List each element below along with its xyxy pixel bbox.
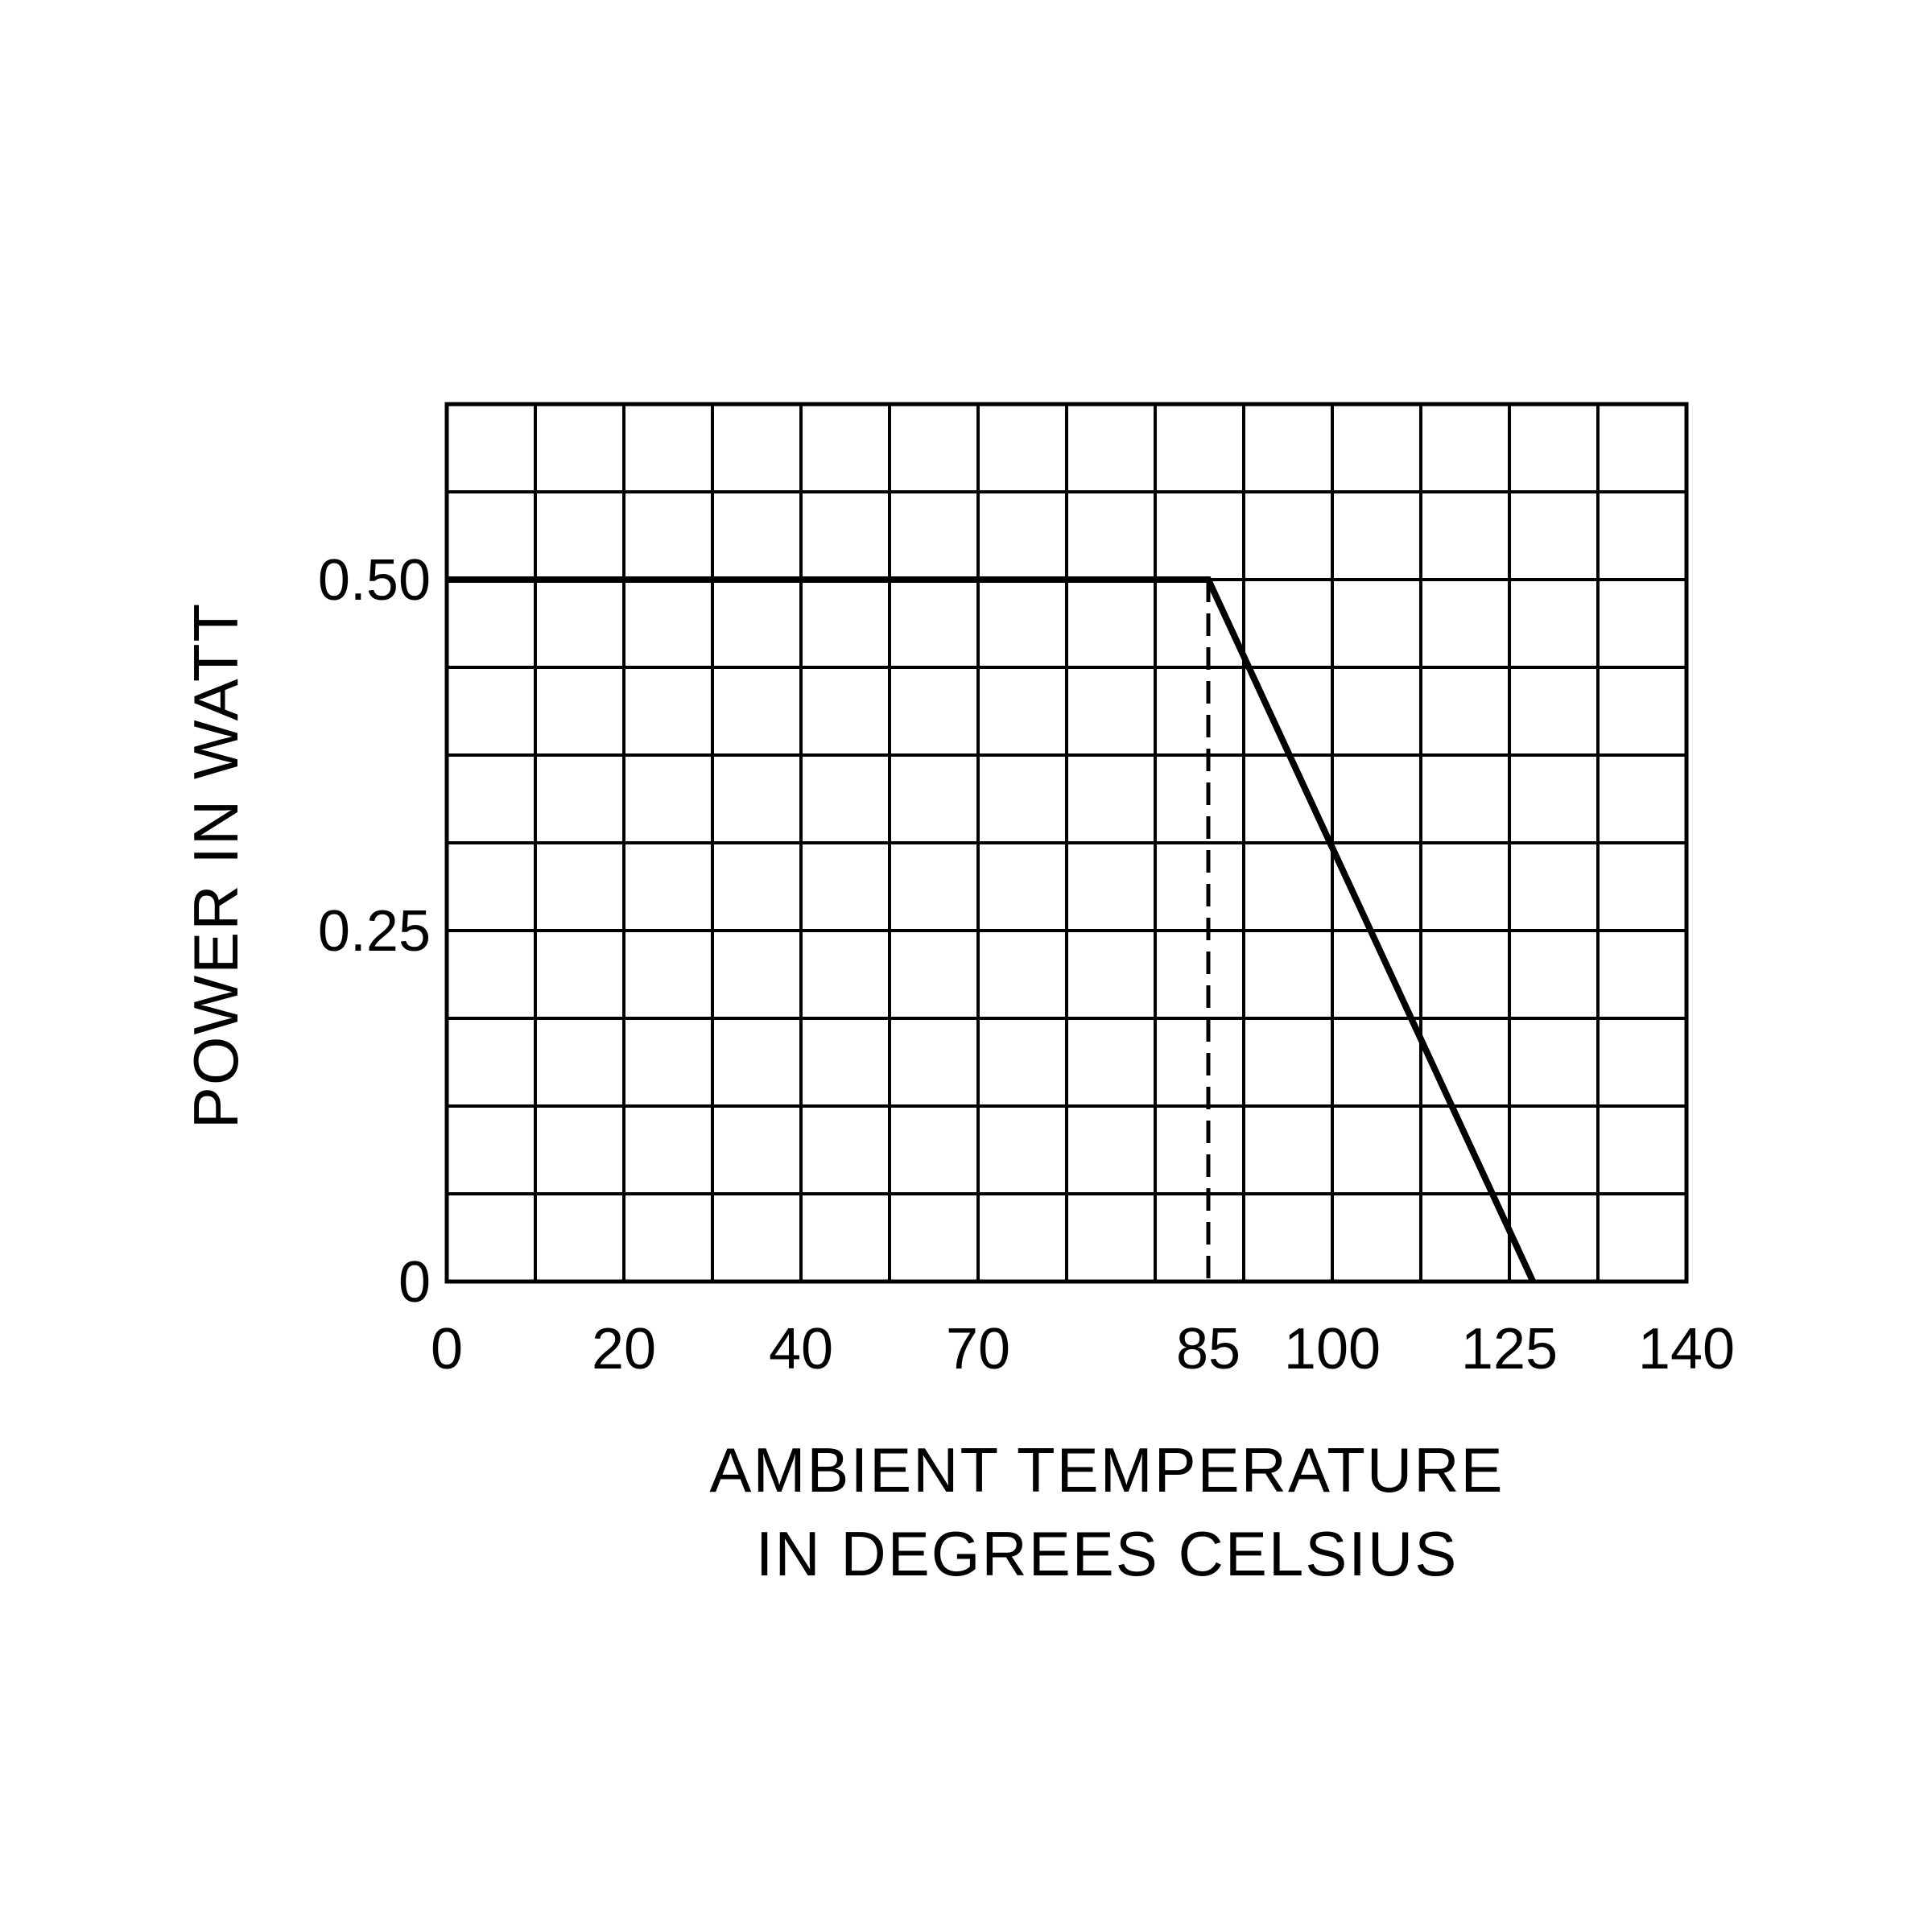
x-tick-label: 140 [1638, 1317, 1735, 1381]
x-tick-labels: 0 20 40 70 85 100 125 140 [431, 1317, 1735, 1381]
grid [447, 404, 1686, 1282]
y-tick-labels: 0 0.25 0.50 [318, 548, 431, 1315]
x-tick-label: 85 [1176, 1317, 1241, 1381]
y-tick-label: 0.50 [318, 548, 431, 613]
x-tick-label: 40 [769, 1317, 833, 1381]
x-tick-label: 20 [592, 1317, 656, 1381]
y-tick-label: 0.25 [318, 899, 431, 964]
x-tick-label: 70 [946, 1317, 1010, 1381]
x-axis-label-line-1: AMBIENT TEMPERATURE [709, 1435, 1504, 1505]
y-axis-label: POWER IN WATT [180, 602, 251, 1129]
plot-frame [444, 402, 1689, 1284]
y-tick-label: 0 [398, 1250, 431, 1315]
derating-curve [447, 576, 1536, 1283]
x-tick-label: 125 [1461, 1317, 1558, 1381]
x-tick-label: 0 [431, 1317, 463, 1381]
x-axis-label-line-2: IN DEGREES CELSIUS [756, 1518, 1459, 1589]
x-tick-label: 100 [1284, 1317, 1381, 1381]
